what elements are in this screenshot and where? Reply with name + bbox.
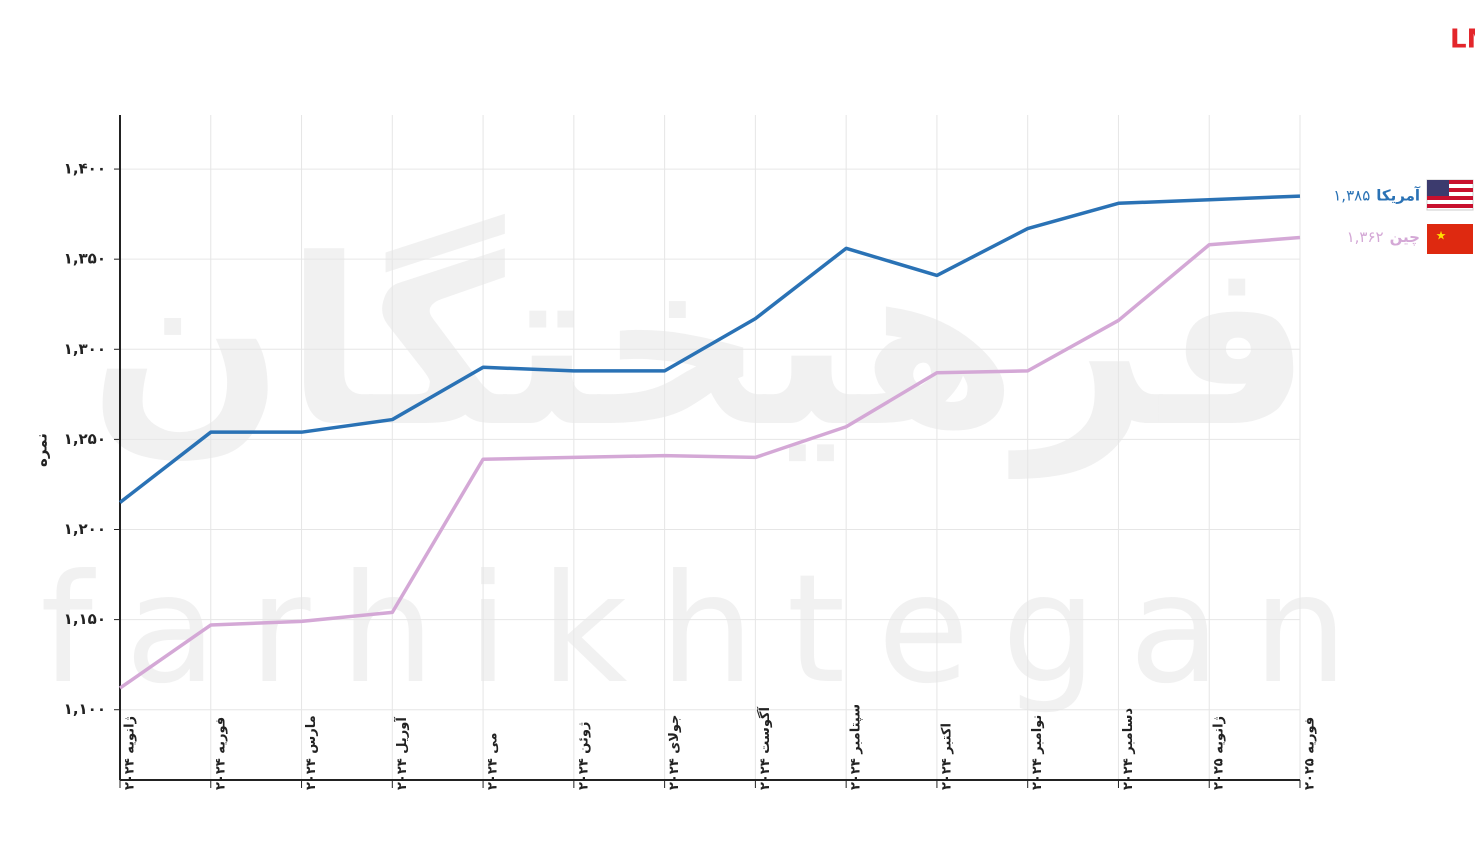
china-flag: ★ <box>1427 224 1473 254</box>
y-tick-label: ۱,۳۰۰ <box>64 340 106 358</box>
x-tick-label: ژانویه ۲۰۲۴ <box>123 716 138 790</box>
x-tick-label: آگوست ۲۰۲۴ <box>756 706 773 790</box>
y-tick-label: ۱,۱۰۰ <box>64 700 106 718</box>
x-tick-label: ژوئن ۲۰۲۴ <box>576 722 591 790</box>
x-tick-label: فوریه ۲۰۲۵ <box>1303 717 1318 790</box>
x-tick-label: جولای ۲۰۲۴ <box>667 715 682 790</box>
series-line <box>119 235 1301 690</box>
x-tick-label: فوریه ۲۰۲۴ <box>213 717 228 790</box>
value-label: ۱,۳۸۵ <box>1333 187 1370 205</box>
x-tick-label: ژانویه ۲۰۲۵ <box>1212 716 1227 790</box>
value-label: ۱,۳۶۲ <box>1347 228 1384 246</box>
legend-label: چین <box>1390 228 1420 247</box>
us-flag <box>1426 179 1474 211</box>
x-tick-label: مارس ۲۰۲۴ <box>304 715 319 790</box>
x-tick-label: اکتبر ۲۰۲۴ <box>939 723 954 790</box>
chart-title: عملکرد برترین مدل‌های آمریکایی در برابر … <box>1450 23 1475 55</box>
legend-label: آمریکا <box>1376 187 1421 205</box>
y-axis-label: نمره <box>33 433 51 467</box>
series-line <box>118 194 1301 504</box>
x-tick-label: نوامبر ۲۰۲۴ <box>1030 715 1045 790</box>
y-tick-label: ۱,۲۵۰ <box>64 430 106 448</box>
x-tick-label: دسامبر ۲۰۲۴ <box>1121 708 1136 790</box>
x-tick-label: سپتامبر ۲۰۲۴ <box>849 704 864 790</box>
svg-text:★: ★ <box>1436 229 1447 243</box>
x-tick-label: می ۲۰۲۴ <box>486 733 501 790</box>
y-tick-label: ۱,۴۰۰ <box>64 160 106 178</box>
watermark: فرهیختگان <box>88 211 1311 479</box>
y-tick-label: ۱,۲۰۰ <box>64 520 106 538</box>
watermark: farhikhtegan <box>40 543 1380 717</box>
x-tick-label: آوریل ۲۰۲۴ <box>393 717 410 790</box>
y-tick-label: ۱,۱۵۰ <box>64 610 106 628</box>
y-tick-label: ۱,۳۵۰ <box>64 250 106 268</box>
